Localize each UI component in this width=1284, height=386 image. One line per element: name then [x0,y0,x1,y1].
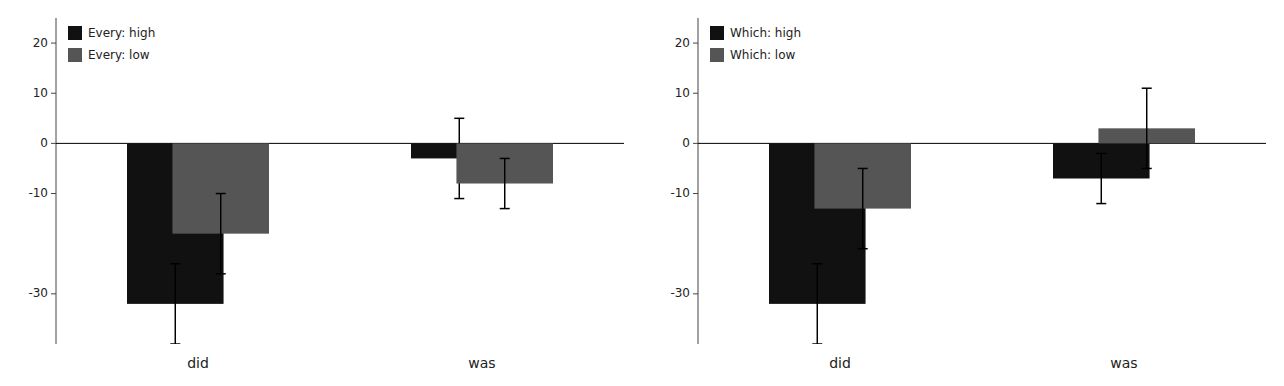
y-tick-label: -30 [670,286,690,300]
y-tick-label: 0 [682,136,690,150]
y-tick [51,143,56,144]
error-bar-cap [454,198,464,200]
error-bar [500,158,510,208]
legend-label: Every: low [88,48,150,62]
error-bar-stem [862,168,864,248]
error-bar-cap [812,263,822,265]
y-tick-label: -30 [28,286,48,300]
error-bar [1142,88,1152,168]
error-bar-cap [170,343,180,344]
error-bar-cap [216,193,226,195]
error-bar-stem [1146,88,1148,168]
y-tick-label: 0 [40,136,48,150]
error-bar-stem [817,264,819,344]
chart-container: -30-1001020didwasEvery: highEvery: low-3… [0,0,1284,386]
y-tick-label: 20 [675,36,690,50]
error-bar-cap [500,208,510,210]
error-bar-cap [1096,153,1106,155]
error-bar-stem [1101,153,1103,203]
legend-label: Every: high [88,26,155,40]
error-bar-cap [500,158,510,160]
error-bar-cap [216,273,226,275]
error-bar [812,264,822,344]
error-bar-cap [858,168,868,170]
y-tick [693,143,698,144]
y-tick [51,43,56,44]
error-bar [858,168,868,248]
error-bar-cap [812,343,822,344]
error-bar [1096,153,1106,203]
legend-swatch [710,48,724,62]
error-bar-cap [1142,168,1152,170]
legend-label: Which: high [730,26,801,40]
legend-swatch [68,48,82,62]
y-tick [51,193,56,194]
x-tick-label: did [187,355,209,371]
y-tick [51,293,56,294]
y-tick-label: 20 [33,36,48,50]
y-tick-label: -10 [28,186,48,200]
error-bar [216,194,226,274]
error-bar-stem [220,194,222,274]
y-tick [693,43,698,44]
chart-panel: -30 -10 0 10 20 did was Every: high Every: low [0,0,642,386]
y-axis-line [698,18,699,344]
legend: Every: high Every: low [68,26,155,63]
x-tick-label: did [829,355,851,371]
y-tick-label: 10 [675,86,690,100]
x-tick-label: was [468,355,495,371]
chart-panel: -30 -10 0 10 20 did was Which: high Which: low [642,0,1284,386]
error-bar-cap [454,118,464,120]
y-tick [693,293,698,294]
error-bar [170,264,180,344]
y-tick [51,93,56,94]
legend: Which: high Which: low [710,26,801,63]
y-tick [693,93,698,94]
plot-area [698,88,1266,344]
y-tick-label: 10 [33,86,48,100]
error-bar-cap [1142,87,1152,89]
error-bar-cap [858,248,868,250]
plot-area [56,118,624,344]
error-bar-cap [170,263,180,265]
legend-swatch [710,26,724,40]
legend-label: Which: low [730,48,796,62]
y-tick [693,193,698,194]
error-bar-cap [1096,203,1106,205]
y-tick-label: -10 [670,186,690,200]
x-tick-label: was [1110,355,1137,371]
legend-swatch [68,26,82,40]
y-axis-line [56,18,57,344]
error-bar-stem [175,264,177,344]
error-bar-stem [504,158,506,208]
